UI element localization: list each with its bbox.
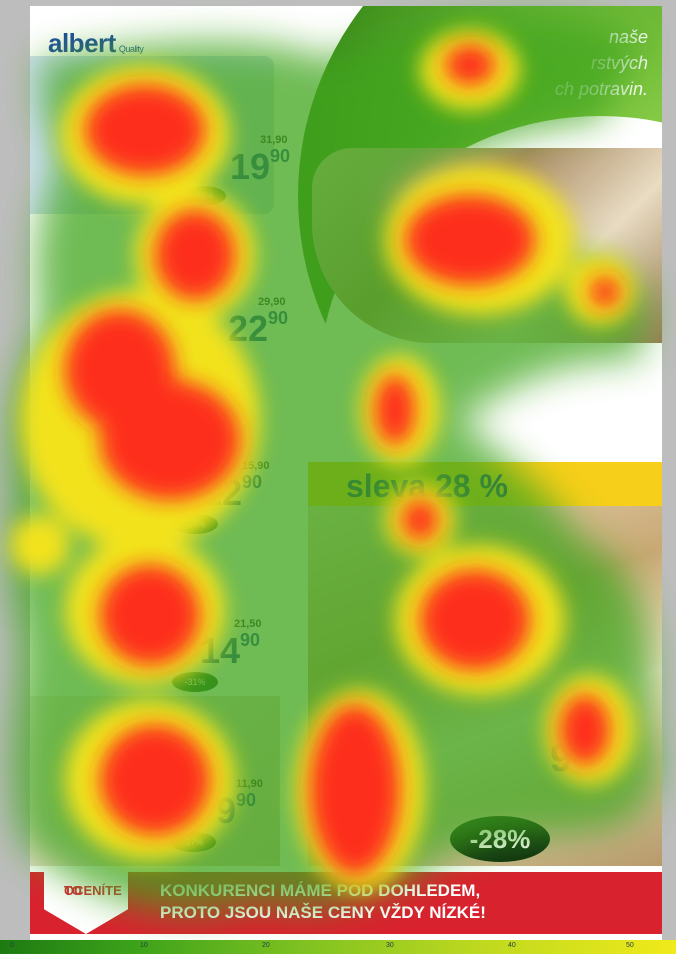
heatmap-scale-bar xyxy=(0,940,676,954)
brand-logo: albert Quality xyxy=(48,28,144,58)
scale-tick: 50 xyxy=(626,942,634,949)
scale-tick: 30 xyxy=(386,942,394,949)
discount-pill-3: -19% xyxy=(172,514,218,534)
scale-tick: 10 xyxy=(140,942,148,949)
product-desc-right: Anglický slaninový puding s vejcem a sme… xyxy=(328,766,410,809)
product-price-1: 31,90 1990 xyxy=(230,134,291,187)
product-price-2: 29,90 2290 xyxy=(228,296,289,349)
discount-pill-1: -38% xyxy=(180,186,226,206)
banner-text: KONKURENCI MÁME POD DOHLEDEM, PROTO JSOU… xyxy=(160,881,486,922)
discount-headline: sleva 28 % xyxy=(346,468,508,504)
scale-tick: 0 xyxy=(10,942,14,949)
big-discount-badge: -28% xyxy=(450,816,550,862)
flyer-page: albert Quality naše rstvých ch potravin. … xyxy=(30,6,662,940)
product-photo-top xyxy=(312,148,662,343)
product-price-3: 15,90 1290 xyxy=(202,460,270,513)
discount-pill-4: -31% xyxy=(172,672,218,692)
scale-tick: 20 xyxy=(262,942,270,949)
discount-pill-5: -17% xyxy=(170,832,216,852)
product-photo-bottom xyxy=(308,506,662,866)
scale-tick: 40 xyxy=(508,942,516,949)
product-price-right: 13,90 990 xyxy=(550,724,608,780)
product-price-5: 11,90 990 xyxy=(216,778,263,831)
product-price-4: 21,50 1490 xyxy=(200,618,262,671)
headline-text: naše rstvých ch potravin. xyxy=(554,27,648,99)
discount-pill-2: -23% xyxy=(176,350,222,370)
